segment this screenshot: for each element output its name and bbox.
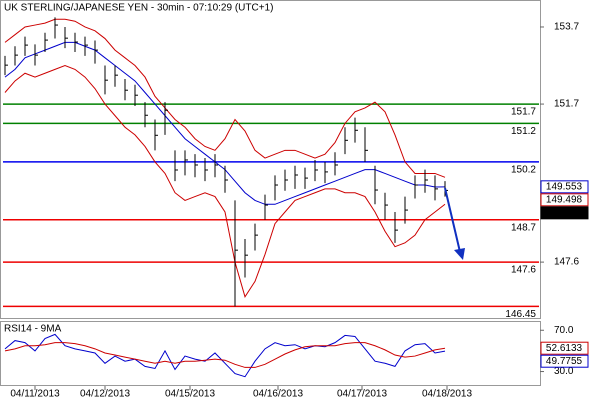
price-marker-label: 149.498 [546,194,583,205]
forecast-arrow [444,187,461,253]
price-marker [540,354,589,368]
y-tick-label: 153.7 [554,22,579,33]
price-marker-label: 52.6133 [546,343,583,354]
price-panel [0,0,541,319]
chart-title: UK STERLING/JAPANESE YEN - 30min - 07:10… [4,3,273,14]
level-label: 151.7 [511,107,536,118]
x-tick-label: 04/12/2013 [80,389,130,400]
y-tick-label: 151.7 [554,99,579,110]
y-tick-label: 70.0 [554,325,574,336]
rsi-panel [0,321,541,386]
price-marker [540,180,589,194]
x-tick-label: 04/17/2013 [337,389,387,400]
price-marker [540,193,589,207]
level-label: 148.7 [511,222,536,233]
y-tick-label: 147.6 [554,257,579,268]
x-tick-label: 04/15/2013 [165,389,215,400]
price-marker-label: 49.7755 [546,356,583,367]
level-label: 147.6 [511,265,536,276]
x-tick-label: 04/18/2013 [422,389,472,400]
indicator-line [4,64,446,298]
price-marker-label: 149.553 [546,181,583,192]
forecast-arrow-head [454,248,465,260]
indicator-line [4,18,446,178]
level-label: 151.2 [511,126,536,137]
rsi-line [4,333,446,378]
y-tick-label: 30.0 [554,366,574,377]
price-marker [540,341,589,355]
level-label: 146.45 [505,309,536,320]
rsi-title: RSI14 - 9MA [4,324,62,335]
rsi-line [4,342,446,368]
price-marker [540,206,589,220]
price-marker-label: 149.46 [549,207,580,218]
x-tick-label: 04/16/2013 [253,389,303,400]
x-tick-label: 04/11/2013 [10,389,60,400]
level-label: 150.2 [511,165,536,176]
